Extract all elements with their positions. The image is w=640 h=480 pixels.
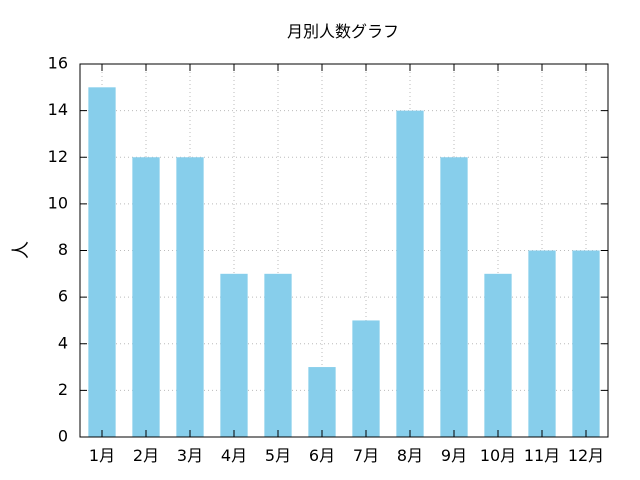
x-tick-label: 12月	[568, 446, 604, 465]
bar-11	[528, 250, 556, 437]
bar-8	[396, 110, 424, 437]
y-axis-title: 人	[11, 241, 32, 259]
x-tick-label: 9月	[441, 446, 467, 465]
x-tick-label: 6月	[309, 446, 335, 465]
bar-5	[264, 273, 292, 437]
bar-1	[88, 87, 116, 437]
bar-3	[176, 157, 204, 437]
bar-12	[572, 250, 600, 437]
x-tick-label: 10月	[480, 446, 516, 465]
x-tick-label: 5月	[265, 446, 291, 465]
bar-6	[308, 367, 336, 437]
y-tick-label: 8	[58, 240, 68, 259]
x-tick-label: 7月	[353, 446, 379, 465]
x-tick-label: 11月	[524, 446, 560, 465]
y-tick-label: 16	[48, 54, 68, 73]
y-tick-label: 0	[58, 427, 68, 446]
bar-2	[132, 157, 160, 437]
x-tick-label: 8月	[397, 446, 423, 465]
x-tick-label: 1月	[89, 446, 115, 465]
x-tick-label: 4月	[221, 446, 247, 465]
gridlines	[80, 64, 608, 437]
bar-7	[352, 320, 380, 437]
bar-4	[220, 273, 248, 437]
plot-frame	[79, 63, 609, 438]
bars	[88, 87, 600, 437]
bar-10	[484, 273, 512, 437]
x-tick-label: 3月	[177, 446, 203, 465]
y-tick-label: 4	[58, 333, 68, 352]
y-tick-label: 12	[48, 147, 68, 166]
y-tick-label: 6	[58, 287, 68, 306]
y-tick-label: 2	[58, 380, 68, 399]
bar-9	[440, 157, 468, 437]
chart-title: 月別人数グラフ	[287, 22, 399, 41]
x-tick-label: 2月	[133, 446, 159, 465]
x-axis-ticks: 1月 2月 3月 4月 5月 6月 7月 8月 9月 10月 11月 12月	[89, 64, 604, 465]
y-tick-label: 14	[48, 100, 68, 119]
y-axis-ticks: 0 2 4 6 8 10 12 14 16	[48, 54, 608, 446]
y-tick-label: 10	[48, 193, 68, 212]
